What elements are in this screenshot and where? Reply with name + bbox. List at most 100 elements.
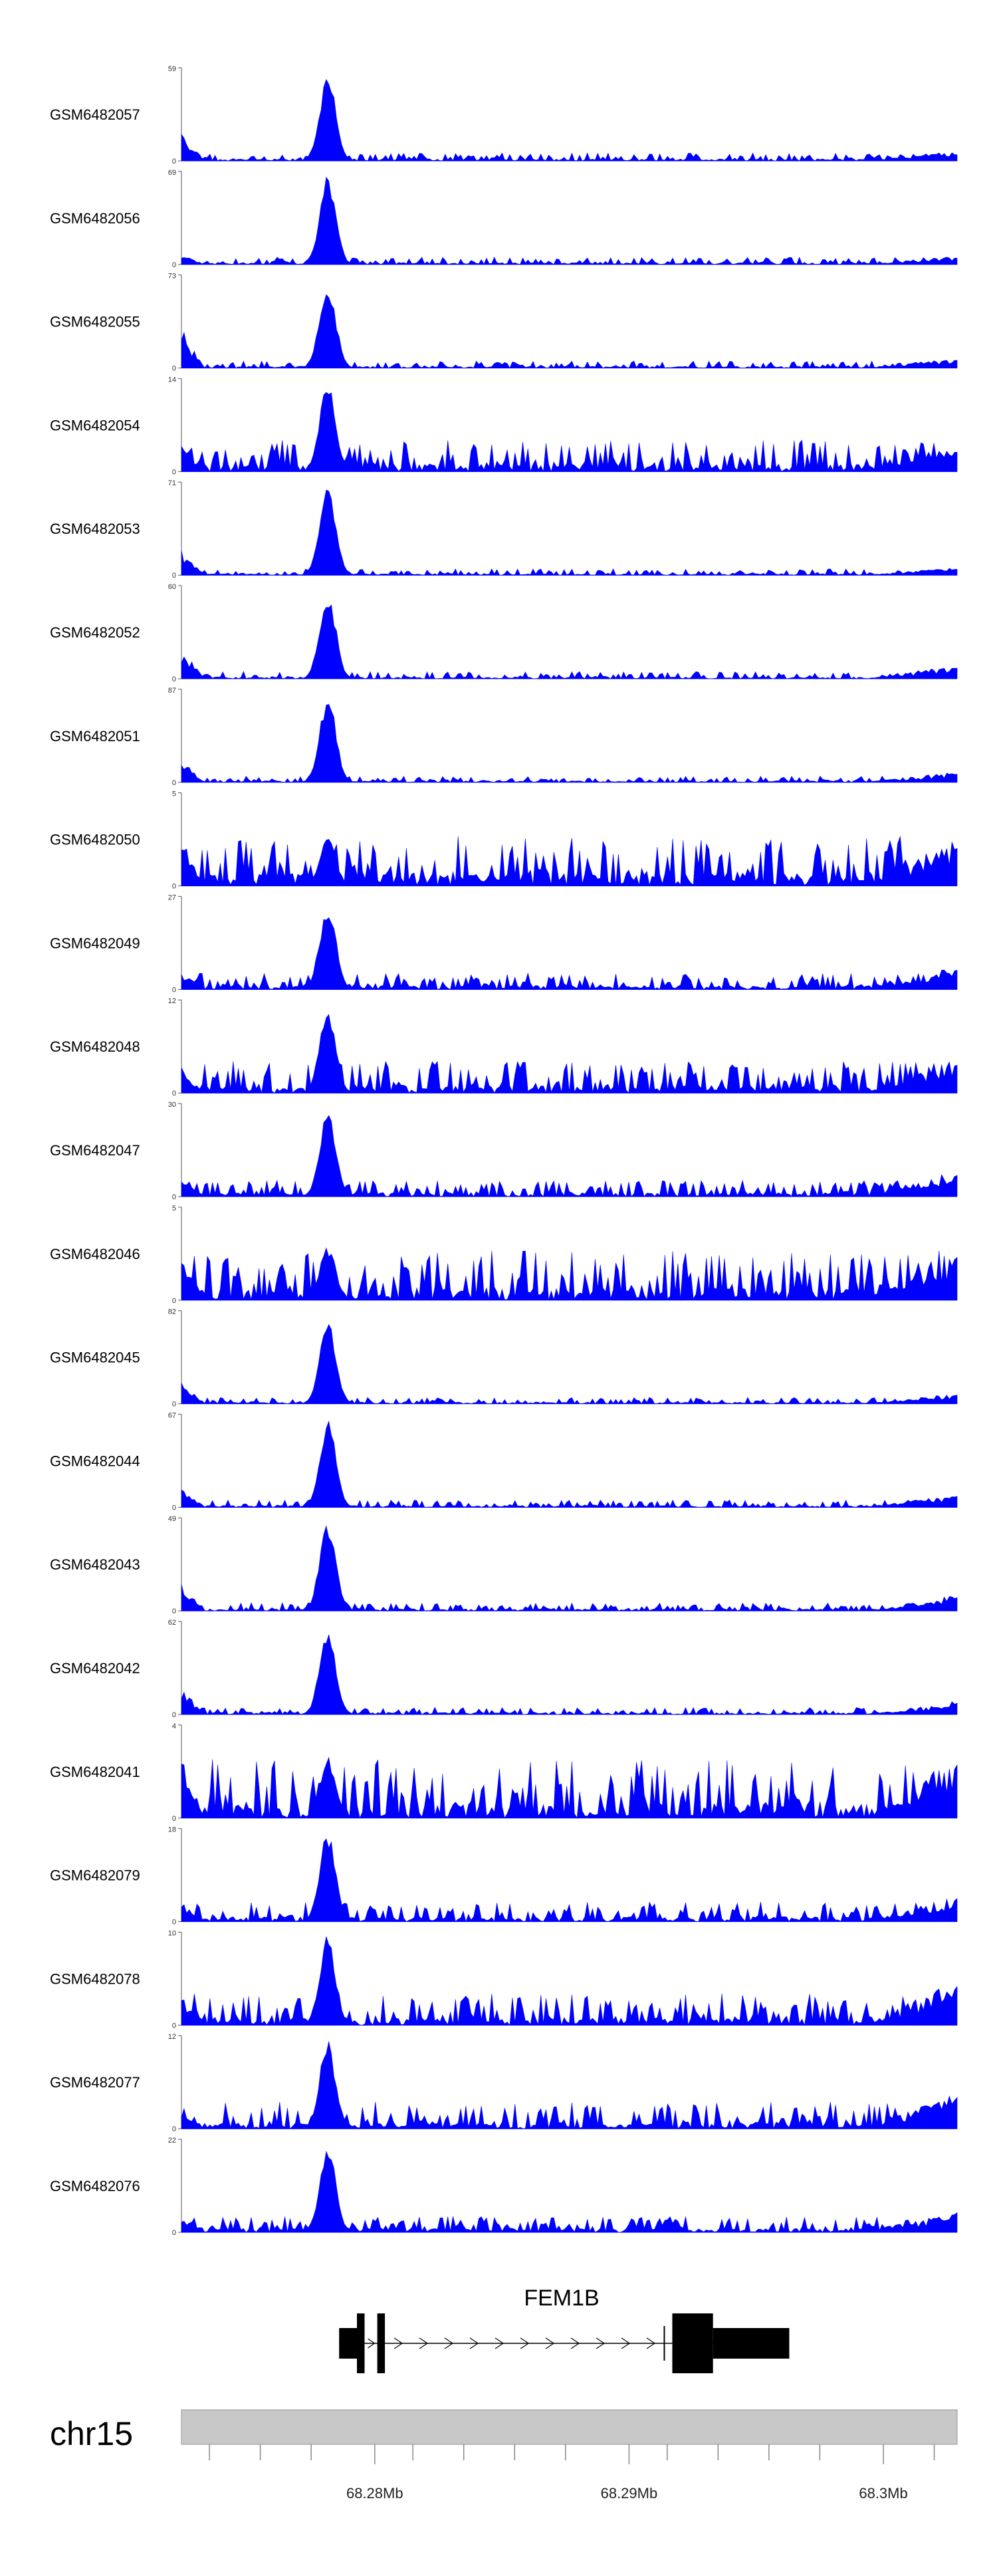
gene-utr bbox=[713, 2328, 790, 2359]
coverage-area bbox=[181, 1634, 958, 1715]
y-max-label: 71 bbox=[168, 479, 176, 487]
track-GSM6482041: GSM6482041 4 0 bbox=[50, 1722, 958, 1823]
y-max-label: 87 bbox=[168, 687, 176, 695]
y-max-label: 12 bbox=[168, 997, 176, 1005]
track-GSM6482079: GSM6482079 18 0 bbox=[50, 1826, 958, 1927]
track-GSM6482048: GSM6482048 12 0 bbox=[50, 997, 958, 1098]
y-max-label: 60 bbox=[168, 583, 176, 591]
track-label: GSM6482057 bbox=[50, 106, 140, 123]
coverage-area bbox=[181, 294, 958, 369]
y-zero-label: 0 bbox=[172, 1297, 176, 1305]
coverage-area bbox=[181, 1525, 958, 1611]
strand-arrow bbox=[545, 2337, 555, 2349]
coverage-area bbox=[181, 604, 958, 679]
y-max-label: 30 bbox=[168, 1101, 176, 1109]
track-GSM6482052: GSM6482052 60 0 bbox=[50, 583, 958, 683]
coverage-area bbox=[181, 704, 958, 783]
coverage-area bbox=[181, 2151, 958, 2233]
track-label: GSM6482053 bbox=[50, 521, 140, 537]
y-zero-label: 0 bbox=[172, 1607, 176, 1615]
chromosome-label: chr15 bbox=[50, 2415, 133, 2452]
y-max-label: 5 bbox=[172, 1205, 176, 1213]
track-GSM6482049: GSM6482049 27 0 bbox=[50, 893, 958, 994]
track-label: GSM6482050 bbox=[50, 832, 140, 848]
track-label: GSM6482042 bbox=[50, 1660, 140, 1677]
y-zero-label: 0 bbox=[172, 572, 176, 580]
track-GSM6482076: GSM6482076 22 0 bbox=[50, 2137, 958, 2237]
coverage-area bbox=[181, 489, 958, 576]
track-label: GSM6482045 bbox=[50, 1349, 140, 1366]
track-GSM6482046: GSM6482046 5 0 bbox=[50, 1205, 958, 1305]
y-zero-label: 0 bbox=[172, 2229, 176, 2237]
strand-arrow bbox=[570, 2337, 580, 2349]
track-GSM6482054: GSM6482054 14 0 bbox=[50, 376, 958, 476]
coverage-area bbox=[181, 1420, 958, 1508]
y-max-label: 73 bbox=[168, 273, 176, 281]
y-zero-label: 0 bbox=[172, 779, 176, 787]
track-label: GSM6482079 bbox=[50, 1867, 140, 1884]
track-GSM6482044: GSM6482044 67 0 bbox=[50, 1411, 958, 1512]
track-label: GSM6482054 bbox=[50, 417, 140, 433]
track-GSM6482051: GSM6482051 87 0 bbox=[50, 687, 958, 787]
gene-model-FEM1B: FEM1B bbox=[339, 2285, 790, 2373]
gene-exon bbox=[357, 2313, 365, 2373]
y-zero-label: 0 bbox=[172, 2125, 176, 2133]
track-label: GSM6482055 bbox=[50, 314, 140, 330]
coverage-area bbox=[181, 1838, 958, 1923]
y-max-label: 5 bbox=[172, 790, 176, 798]
y-zero-label: 0 bbox=[172, 158, 176, 166]
coverage-area bbox=[181, 1247, 958, 1301]
y-zero-label: 0 bbox=[172, 261, 176, 269]
y-max-label: 22 bbox=[168, 2137, 176, 2145]
track-GSM6482050: GSM6482050 5 0 bbox=[50, 790, 958, 891]
track-label: GSM6482043 bbox=[50, 1556, 140, 1573]
track-GSM6482053: GSM6482053 71 0 bbox=[50, 479, 958, 580]
y-zero-label: 0 bbox=[172, 1504, 176, 1512]
track-label: GSM6482041 bbox=[50, 1764, 140, 1780]
track-label: GSM6482056 bbox=[50, 210, 140, 227]
track-label: GSM6482052 bbox=[50, 624, 140, 641]
gene-label: FEM1B bbox=[524, 2285, 599, 2311]
y-zero-label: 0 bbox=[172, 1090, 176, 1098]
track-GSM6482057: GSM6482057 59 0 bbox=[50, 65, 958, 166]
y-max-label: 12 bbox=[168, 2033, 176, 2041]
track-label: GSM6482044 bbox=[50, 1453, 140, 1469]
track-label: GSM6482048 bbox=[50, 1038, 140, 1055]
coverage-area bbox=[181, 176, 958, 265]
strand-arrow bbox=[621, 2337, 631, 2349]
track-label: GSM6482078 bbox=[50, 1970, 140, 1987]
y-zero-label: 0 bbox=[172, 2022, 176, 2030]
strand-arrow bbox=[419, 2337, 429, 2349]
y-zero-label: 0 bbox=[172, 1193, 176, 1201]
track-label: GSM6482049 bbox=[50, 935, 140, 951]
axis-tick-label: 68.28Mb bbox=[346, 2485, 403, 2502]
strand-arrow bbox=[368, 2338, 376, 2349]
coverage-area bbox=[181, 836, 958, 886]
track-label: GSM6482047 bbox=[50, 1142, 140, 1159]
coverage-area bbox=[181, 78, 958, 162]
y-max-label: 69 bbox=[168, 169, 176, 177]
gene-exon bbox=[377, 2313, 386, 2373]
track-label: GSM6482046 bbox=[50, 1246, 140, 1262]
gene-utr bbox=[339, 2328, 358, 2359]
genome-axis: chr15 68.28Mb 68.29Mb 68.3Mb bbox=[50, 2409, 958, 2502]
y-zero-label: 0 bbox=[172, 1711, 176, 1719]
coverage-area bbox=[181, 1936, 958, 2026]
y-max-label: 82 bbox=[168, 1308, 176, 1316]
coverage-area bbox=[181, 2041, 958, 2129]
coverage-area bbox=[181, 392, 958, 473]
y-zero-label: 0 bbox=[172, 883, 176, 891]
strand-arrow bbox=[495, 2337, 504, 2349]
axis-tick-label: 68.3Mb bbox=[859, 2485, 907, 2502]
track-label: GSM6482077 bbox=[50, 2074, 140, 2091]
track-GSM6482056: GSM6482056 69 0 bbox=[50, 169, 958, 269]
coverage-area bbox=[181, 1756, 958, 1819]
track-GSM6482047: GSM6482047 30 0 bbox=[50, 1101, 958, 1201]
track-GSM6482077: GSM6482077 12 0 bbox=[50, 2033, 958, 2133]
track-label: GSM6482051 bbox=[50, 728, 140, 745]
coverage-area bbox=[181, 1014, 958, 1094]
y-max-label: 62 bbox=[168, 1619, 176, 1627]
y-max-label: 49 bbox=[168, 1515, 176, 1523]
y-max-label: 14 bbox=[168, 376, 176, 384]
